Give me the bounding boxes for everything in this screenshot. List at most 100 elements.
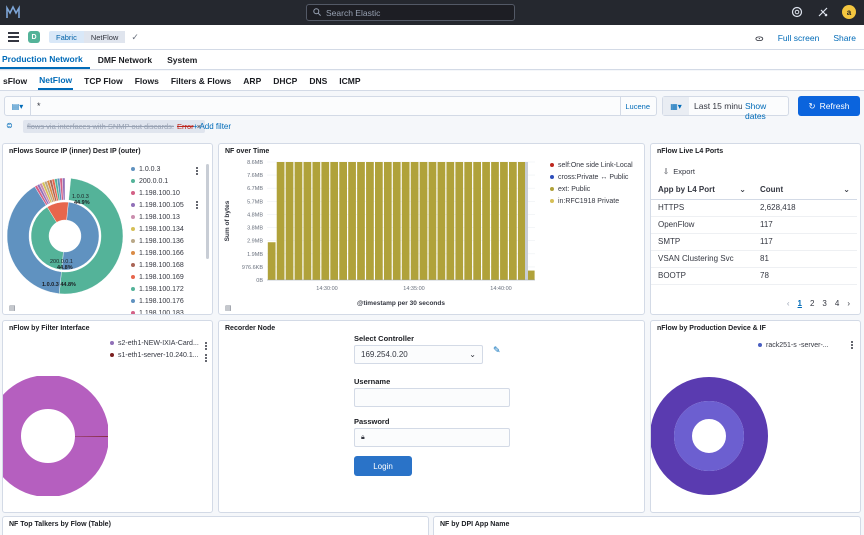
full-screen-button[interactable]: Full screen [777, 32, 820, 43]
bar[interactable] [446, 162, 455, 280]
query-text[interactable]: * [37, 101, 41, 111]
bar[interactable] [366, 162, 374, 280]
space-avatar[interactable]: D [28, 31, 40, 43]
donut-outer-ring[interactable] [651, 377, 768, 495]
username-field[interactable] [354, 388, 510, 407]
legend-item[interactable]: self:One side Link-Local [550, 159, 633, 171]
tab-system[interactable]: System [167, 54, 198, 65]
tab-sflow[interactable]: sFlow [3, 75, 28, 86]
page-3[interactable]: 3 [822, 299, 827, 308]
share-button[interactable]: Share [833, 32, 856, 43]
page-1[interactable]: 1 [797, 299, 802, 308]
password-field[interactable]: 🔒︎ [354, 428, 510, 447]
legend-item[interactable]: in:RFC1918 Private [550, 195, 633, 207]
more-options-icon[interactable] [851, 340, 854, 350]
bar[interactable] [339, 162, 347, 280]
tab-dhcp[interactable]: DHCP [273, 75, 298, 86]
legend-item[interactable]: 1.198.100.183 [131, 307, 203, 314]
bar[interactable] [348, 162, 356, 280]
donut-slice-inner-other[interactable] [46, 201, 69, 223]
bar[interactable] [517, 162, 526, 280]
export-button[interactable]: ⇩ Export [663, 167, 695, 176]
donut-slice-inner-200.0.0.1[interactable] [30, 206, 64, 271]
inspect-icon[interactable]: ▤ [225, 305, 232, 312]
bar[interactable] [267, 242, 276, 280]
bar[interactable] [285, 162, 294, 280]
legend-item[interactable]: rack251-s -server-... [758, 339, 829, 351]
legend-item[interactable]: 1.198.100.13 [131, 211, 203, 223]
show-dates-button[interactable]: Show dates [745, 101, 767, 121]
column-header-count[interactable]: Count ⌄ [753, 180, 857, 200]
tab-production-network[interactable]: Production Network [0, 50, 90, 69]
bar[interactable] [375, 162, 383, 280]
filter-pill[interactable]: flows via interfaces with SNMP out disca… [23, 120, 206, 133]
legend-item[interactable]: s1-eth1-server-10.240.1... [110, 349, 199, 361]
menu-toggle-icon[interactable] [8, 32, 19, 44]
bar[interactable] [491, 162, 499, 280]
tab-netflow[interactable]: NetFlow [38, 71, 74, 90]
page-2[interactable]: 2 [809, 299, 815, 308]
elastic-logo[interactable] [6, 5, 20, 21]
bar[interactable] [455, 162, 464, 280]
legend-item[interactable]: 200.0.0.1 [131, 175, 203, 187]
legend-item[interactable]: 1.198.100.10 [131, 187, 203, 199]
bar[interactable] [383, 162, 392, 280]
query-language-button[interactable]: Lucene [620, 97, 654, 115]
bar[interactable] [464, 162, 473, 280]
more-options-icon[interactable] [196, 200, 199, 210]
breadcrumb-fabric[interactable]: Fabric [49, 31, 84, 43]
tab-dns[interactable]: DNS [309, 75, 328, 86]
bar[interactable] [401, 162, 410, 280]
bar[interactable] [276, 162, 285, 280]
bar[interactable] [419, 162, 428, 280]
legend-item[interactable]: 1.198.100.168 [131, 259, 203, 271]
legend-item[interactable]: 1.198.100.176 [131, 295, 203, 307]
legend-item[interactable]: 1.198.100.169 [131, 271, 203, 283]
saved-query-icon[interactable]: ▤▾ [5, 97, 31, 115]
bar[interactable] [473, 162, 481, 280]
legend-scrollbar[interactable] [206, 164, 209, 259]
bar[interactable] [330, 162, 339, 280]
page-4[interactable]: 4 [834, 299, 840, 308]
legend-item[interactable]: s2-eth1-NEW-IXIA-Card... [110, 337, 199, 349]
bar[interactable] [500, 162, 508, 280]
more-options-icon[interactable] [205, 353, 208, 363]
bar[interactable] [312, 162, 321, 280]
legend-item[interactable]: 1.198.100.134 [131, 223, 203, 235]
bar[interactable] [437, 162, 446, 280]
bar[interactable] [294, 162, 303, 280]
glasses-icon[interactable]: ᯣ [754, 33, 764, 43]
column-header-app[interactable]: App by L4 Port ⌄ [651, 180, 753, 200]
date-picker[interactable]: ▦▾ Last 15 minutes Show dates [662, 96, 789, 121]
legend-item[interactable]: 1.198.100.166 [131, 247, 203, 259]
edit-icon[interactable]: ✎ [493, 345, 501, 355]
time-range[interactable]: Last 15 minutes [694, 101, 742, 111]
donut-slice-outer-b[interactable] [6, 186, 62, 294]
bar[interactable] [303, 162, 312, 280]
login-button[interactable]: Login [354, 456, 412, 476]
query-input[interactable]: ▤▾ * Lucene [4, 96, 657, 116]
global-search-input[interactable]: Search Elastic [306, 4, 515, 21]
bar[interactable] [410, 162, 419, 280]
calendar-icon[interactable]: ▦▾ [663, 97, 689, 115]
tab-flows[interactable]: Flows [134, 75, 159, 86]
tab-tcp-flow[interactable]: TCP Flow [84, 75, 123, 86]
bar[interactable] [357, 162, 365, 280]
more-options-icon[interactable] [205, 341, 208, 351]
legend-item[interactable]: 1.198.100.136 [131, 235, 203, 247]
prev-page-icon[interactable]: ‹ [786, 299, 790, 308]
bar[interactable] [509, 162, 517, 280]
add-filter-button[interactable]: + Add filter [193, 122, 232, 131]
donut-inner-ring[interactable] [674, 401, 744, 471]
bar[interactable] [321, 162, 330, 280]
tab-icmp[interactable]: ICMP [339, 75, 361, 86]
legend-item[interactable]: 1.198.100.172 [131, 283, 203, 295]
filter-options-icon[interactable]: ⊜ [6, 121, 13, 130]
help-icon[interactable] [790, 5, 804, 19]
donut-slice-small[interactable] [62, 177, 66, 201]
donut-slice-s1-eth1[interactable] [3, 376, 108, 496]
next-page-icon[interactable]: › [847, 299, 850, 308]
legend-item[interactable]: ext: Public [550, 183, 633, 195]
bar[interactable] [482, 162, 490, 280]
controller-select[interactable]: 169.254.0.20 ⌄ [354, 345, 483, 364]
